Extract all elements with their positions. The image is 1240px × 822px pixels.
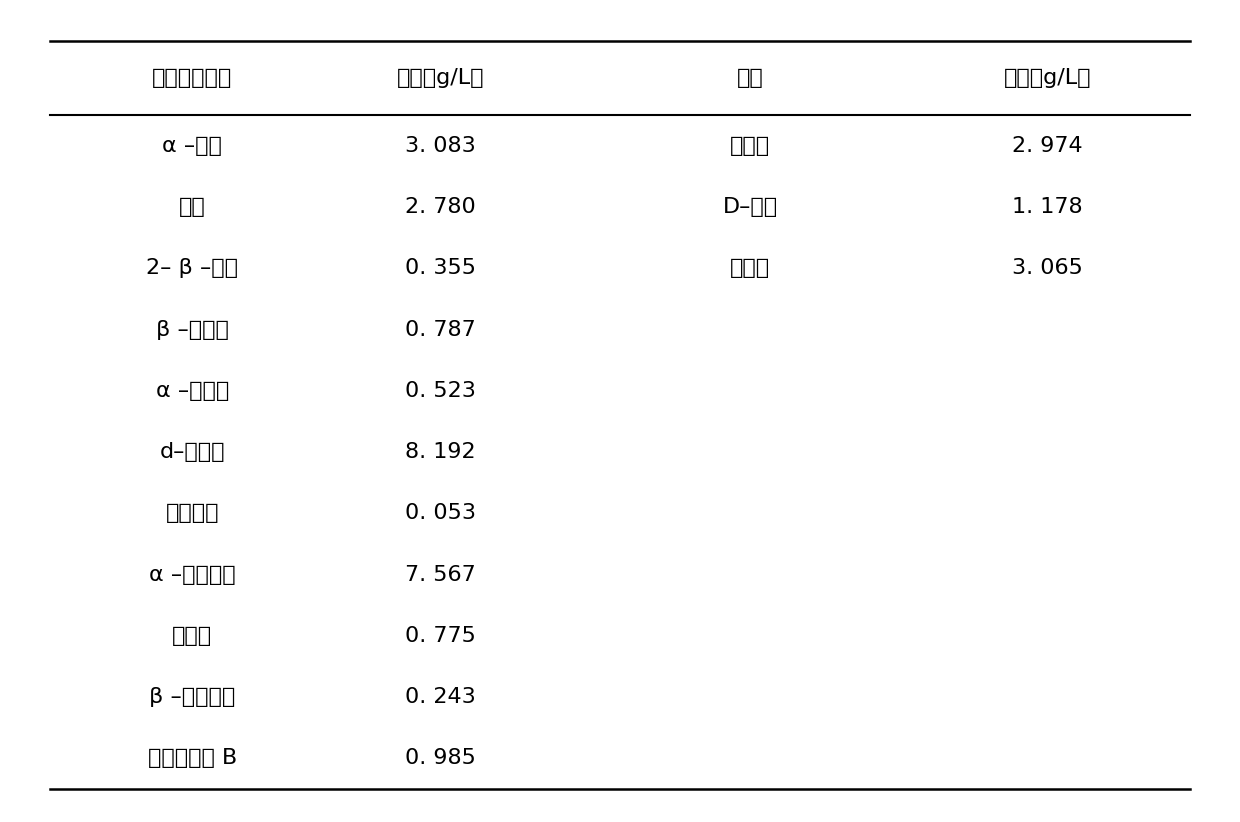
Text: 0. 523: 0. 523 — [404, 381, 476, 401]
Text: D–莘醇: D–莘醇 — [723, 197, 777, 217]
Text: 醇类: 醇类 — [737, 68, 764, 88]
Text: α –菇品油烯: α –菇品油烯 — [149, 565, 236, 584]
Text: 1. 178: 1. 178 — [1013, 197, 1083, 217]
Text: 0. 243: 0. 243 — [404, 687, 476, 707]
Text: 0. 985: 0. 985 — [404, 749, 476, 769]
Text: 0. 787: 0. 787 — [404, 320, 476, 339]
Text: 0. 775: 0. 775 — [404, 626, 476, 646]
Text: 茱烯: 茱烯 — [179, 197, 206, 217]
Text: 2. 780: 2. 780 — [404, 197, 476, 217]
Text: 0. 053: 0. 053 — [404, 503, 476, 524]
Text: β –金合欢烯: β –金合欢烯 — [149, 687, 236, 707]
Text: 顺罗勒烯: 顺罗勒烯 — [165, 503, 219, 524]
Text: 含量（g/L）: 含量（g/L） — [397, 68, 484, 88]
Text: d–柠櫬烯: d–柠櫬烯 — [160, 442, 224, 462]
Text: β –月桂烯: β –月桂烯 — [156, 320, 228, 339]
Text: 石竹烯: 石竹烯 — [172, 626, 212, 646]
Text: 3. 083: 3. 083 — [404, 136, 476, 155]
Text: α –蒏烯: α –蒏烯 — [162, 136, 222, 155]
Text: 大根香叶烯 B: 大根香叶烯 B — [148, 749, 237, 769]
Text: 芳樟醇: 芳樟醇 — [730, 136, 770, 155]
Text: α –水芹烯: α –水芹烯 — [155, 381, 229, 401]
Text: 异龙脑: 异龙脑 — [730, 258, 770, 279]
Text: 2– β –蒏烯: 2– β –蒏烯 — [146, 258, 238, 279]
Text: 菇烯重组样品: 菇烯重组样品 — [153, 68, 232, 88]
Text: 2. 974: 2. 974 — [1013, 136, 1083, 155]
Text: 0. 355: 0. 355 — [404, 258, 476, 279]
Text: 含量（g/L）: 含量（g/L） — [1004, 68, 1091, 88]
Text: 3. 065: 3. 065 — [1012, 258, 1084, 279]
Text: 8. 192: 8. 192 — [405, 442, 475, 462]
Text: 7. 567: 7. 567 — [404, 565, 476, 584]
